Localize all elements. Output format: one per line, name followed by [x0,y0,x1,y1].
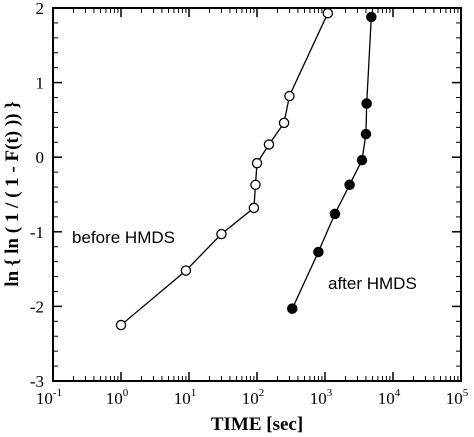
series-1-point [313,246,324,258]
series-1-point [361,98,372,109]
x-tick-label: 100 [106,387,129,408]
series-0-point [115,319,127,331]
y-tick-labels: 2 1 0 -1 -2 -3 [30,0,44,391]
series-1-point [329,208,341,220]
x-tick-label: 103 [310,387,333,408]
series-0-point [250,179,261,191]
x-tick-label: 102 [242,387,265,408]
y-tick-label: 0 [36,148,45,167]
tick-marks [52,7,462,382]
x-tick-label: 101 [174,387,197,408]
x-tick-label: 105 [446,387,469,408]
series-1-point [356,154,368,166]
series-1-point [366,11,377,23]
series-0-point [248,202,260,214]
annotation-after-hmds: after HMDS [328,274,417,293]
series-1-point [287,303,298,314]
series-points [115,7,377,331]
annotation-before-hmds: before HMDS [72,228,175,247]
series-0-point [322,7,334,19]
y-tick-label: -1 [30,223,44,242]
y-tick-label: -2 [30,297,44,316]
x-tick-labels: 10-1 100 101 102 103 104 105 [36,387,469,408]
y-tick-label: 2 [36,0,45,18]
y-tick-label: 1 [36,74,45,93]
x-tick-label: 10-1 [36,387,62,408]
series-0-point [251,157,263,169]
series-0-point [278,117,290,129]
y-tick-label: -3 [30,372,44,391]
series-1-point [360,128,372,140]
series-0-line [120,12,329,326]
series-0-point [216,228,227,240]
plot-frame [52,7,462,382]
series-0-point [263,139,275,150]
x-axis-title: TIME [sec] [211,414,303,435]
y-axis-title: ln { ln ( 1 / ( 1 - F(t) )) } [2,101,23,286]
series-0-point [180,265,192,276]
series-1-point [344,179,355,191]
series-0-point [284,90,295,102]
x-tick-label: 104 [378,387,401,408]
